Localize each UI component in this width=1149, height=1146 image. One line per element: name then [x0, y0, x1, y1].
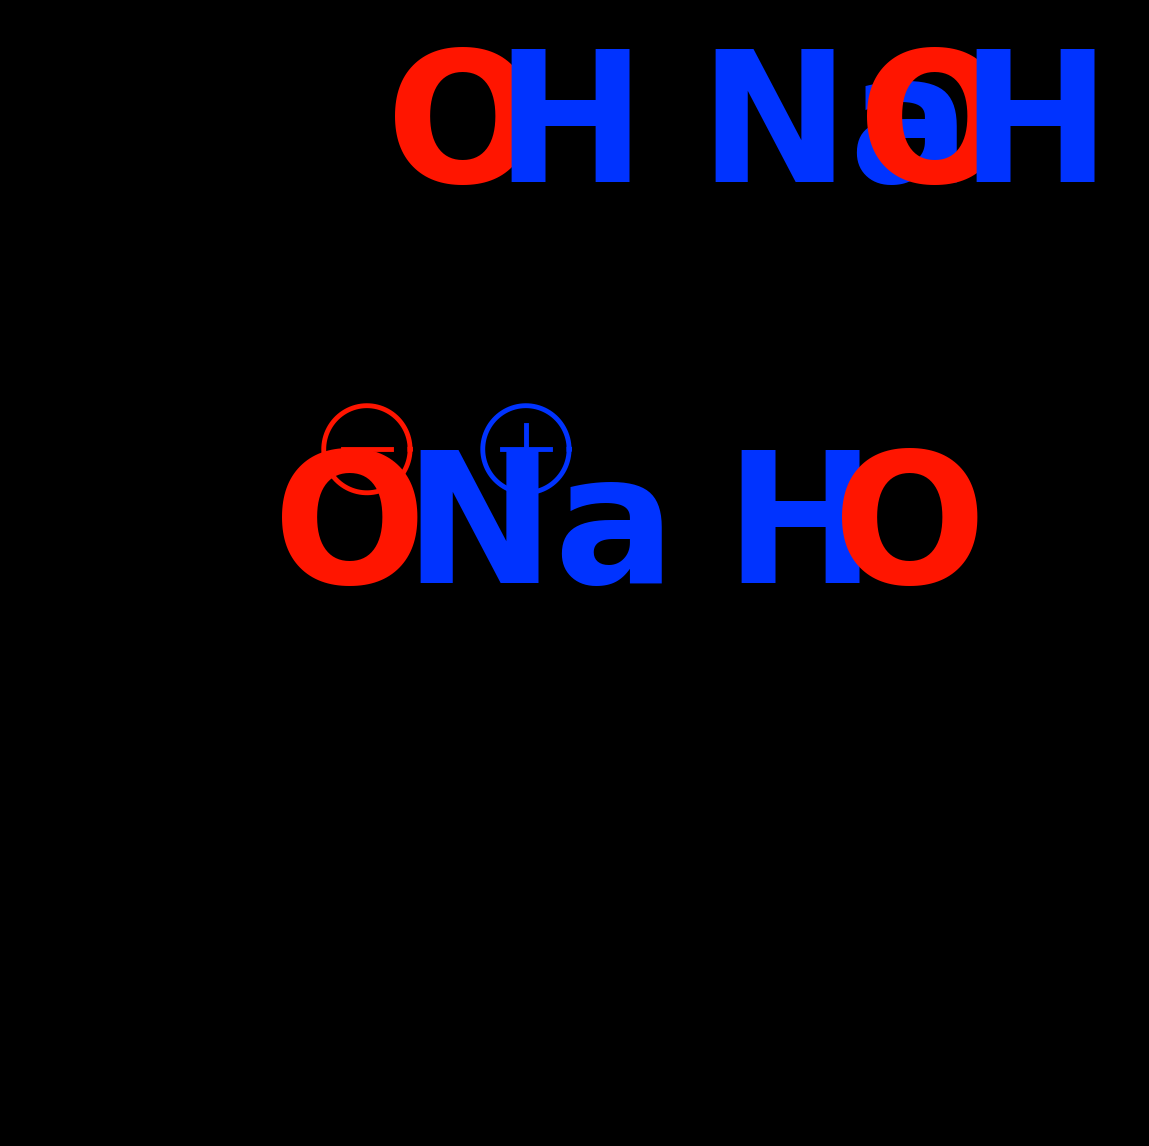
- Text: Na: Na: [699, 44, 972, 220]
- Text: H: H: [494, 44, 646, 220]
- Text: O: O: [857, 44, 1011, 220]
- Text: H: H: [959, 44, 1111, 220]
- Text: Na: Na: [403, 445, 677, 621]
- Text: O: O: [833, 445, 986, 621]
- Text: H: H: [725, 445, 876, 621]
- Text: O: O: [386, 44, 540, 220]
- Text: O: O: [272, 445, 426, 621]
